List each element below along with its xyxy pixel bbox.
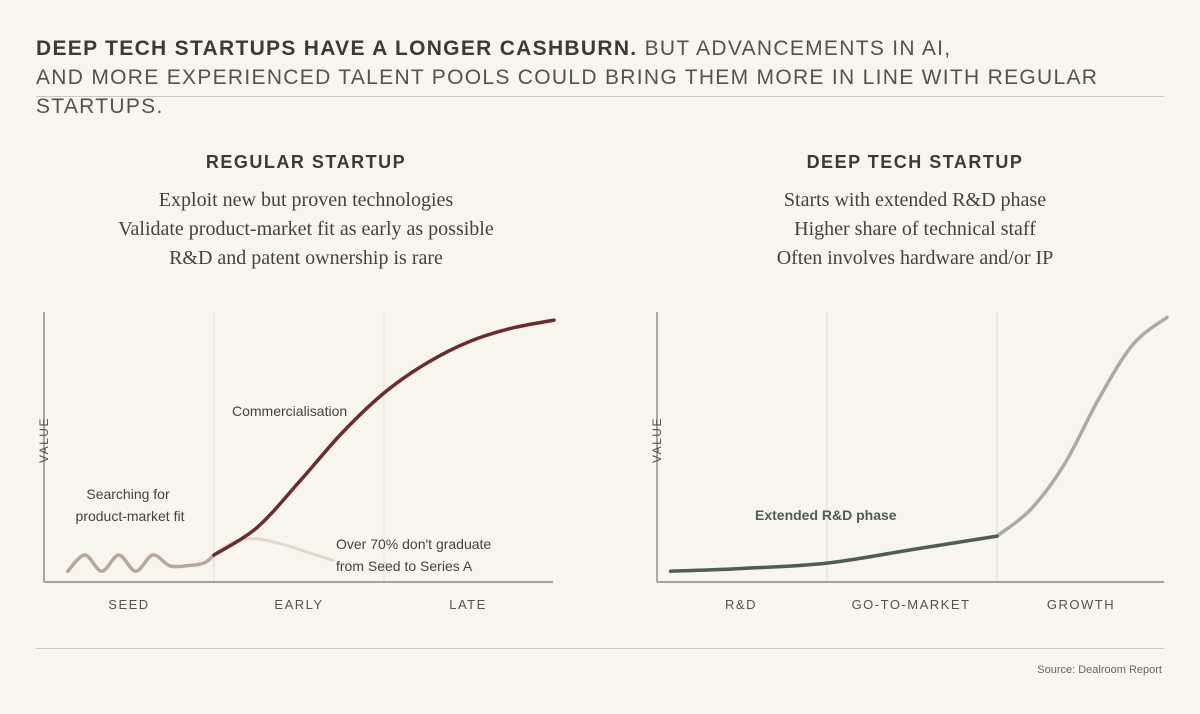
regular-description-line: R&D and patent ownership is rare bbox=[169, 247, 443, 269]
searching-fit-line bbox=[66, 553, 216, 573]
stage-label-rd: R&D bbox=[725, 597, 757, 612]
regular-startup-description: Exploit new but proven technologies Vali… bbox=[26, 186, 586, 273]
headline: DEEP TECH STARTUPS HAVE A LONGER CASHBUR… bbox=[36, 34, 1200, 121]
regular-description-line: Exploit new but proven technologies bbox=[158, 189, 454, 211]
failure-annotation-line: Over 70% don't graduate bbox=[336, 536, 491, 552]
headline-line-1-rest: BUT ADVANCEMENTS IN AI, bbox=[644, 37, 952, 60]
stage-label-seed: SEED bbox=[108, 597, 149, 612]
y-axis-label: VALUE bbox=[37, 417, 51, 463]
deep-tech-startup-title: DEEP TECH STARTUP bbox=[806, 152, 1024, 172]
regular-startup-chart: VALUE SEED EARLY LATE Searching for prod… bbox=[37, 312, 556, 612]
deep-tech-startup-description: Starts with extended R&D phase Higher sh… bbox=[635, 186, 1195, 273]
stage-label-growth: GROWTH bbox=[1047, 597, 1115, 612]
source-note: Source: Dealroom Report bbox=[1037, 664, 1162, 676]
top-divider bbox=[36, 96, 1164, 97]
y-axis-label: VALUE bbox=[650, 417, 664, 463]
stage-label-early: EARLY bbox=[274, 597, 323, 612]
commercialisation-annotation: Commercialisation bbox=[232, 403, 347, 419]
stage-label-late: LATE bbox=[449, 597, 487, 612]
bottom-divider bbox=[36, 648, 1164, 649]
headline-bold: DEEP TECH STARTUPS HAVE A LONGER CASHBUR… bbox=[36, 37, 638, 60]
headline-line-2: AND MORE EXPERIENCED TALENT POOLS COULD … bbox=[36, 66, 1099, 118]
seed-annotation-line: Searching for bbox=[86, 486, 170, 502]
deeptech-description-line: Starts with extended R&D phase bbox=[783, 189, 1047, 211]
regular-description-line: Validate product-market fit as early as … bbox=[118, 218, 494, 240]
failed-startups-line bbox=[212, 537, 335, 562]
commercialisation-curve bbox=[212, 318, 556, 557]
headline-line-1: DEEP TECH STARTUPS HAVE A LONGER CASHBUR… bbox=[36, 34, 1200, 63]
seed-annotation-line: product-market fit bbox=[76, 508, 185, 524]
deeptech-description-line: Often involves hardware and/or IP bbox=[776, 247, 1054, 269]
failure-annotation-line: from Seed to Series A bbox=[336, 558, 473, 574]
growth-curve bbox=[995, 315, 1169, 538]
regular-startup-title: REGULAR STARTUP bbox=[205, 152, 407, 172]
deeptech-description-line: Higher share of technical staff bbox=[794, 218, 1036, 240]
extended-rd-curve bbox=[668, 534, 999, 573]
deep-tech-startup-chart: VALUE R&D GO-TO-MARKET GROWTH Extended R… bbox=[650, 312, 1169, 612]
stage-label-go-to-market: GO-TO-MARKET bbox=[852, 597, 971, 612]
extended-rd-annotation: Extended R&D phase bbox=[755, 507, 897, 523]
